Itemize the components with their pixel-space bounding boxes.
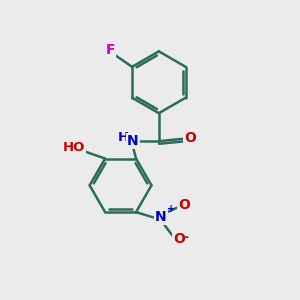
Text: HO: HO	[62, 141, 85, 154]
Text: O: O	[173, 232, 184, 246]
Text: H: H	[118, 131, 129, 144]
Text: O: O	[184, 131, 196, 145]
Text: O: O	[178, 198, 190, 212]
Text: +: +	[167, 204, 175, 214]
Text: -: -	[184, 231, 189, 244]
Text: F: F	[106, 43, 115, 57]
Text: N: N	[155, 210, 167, 224]
Text: N: N	[127, 134, 138, 148]
